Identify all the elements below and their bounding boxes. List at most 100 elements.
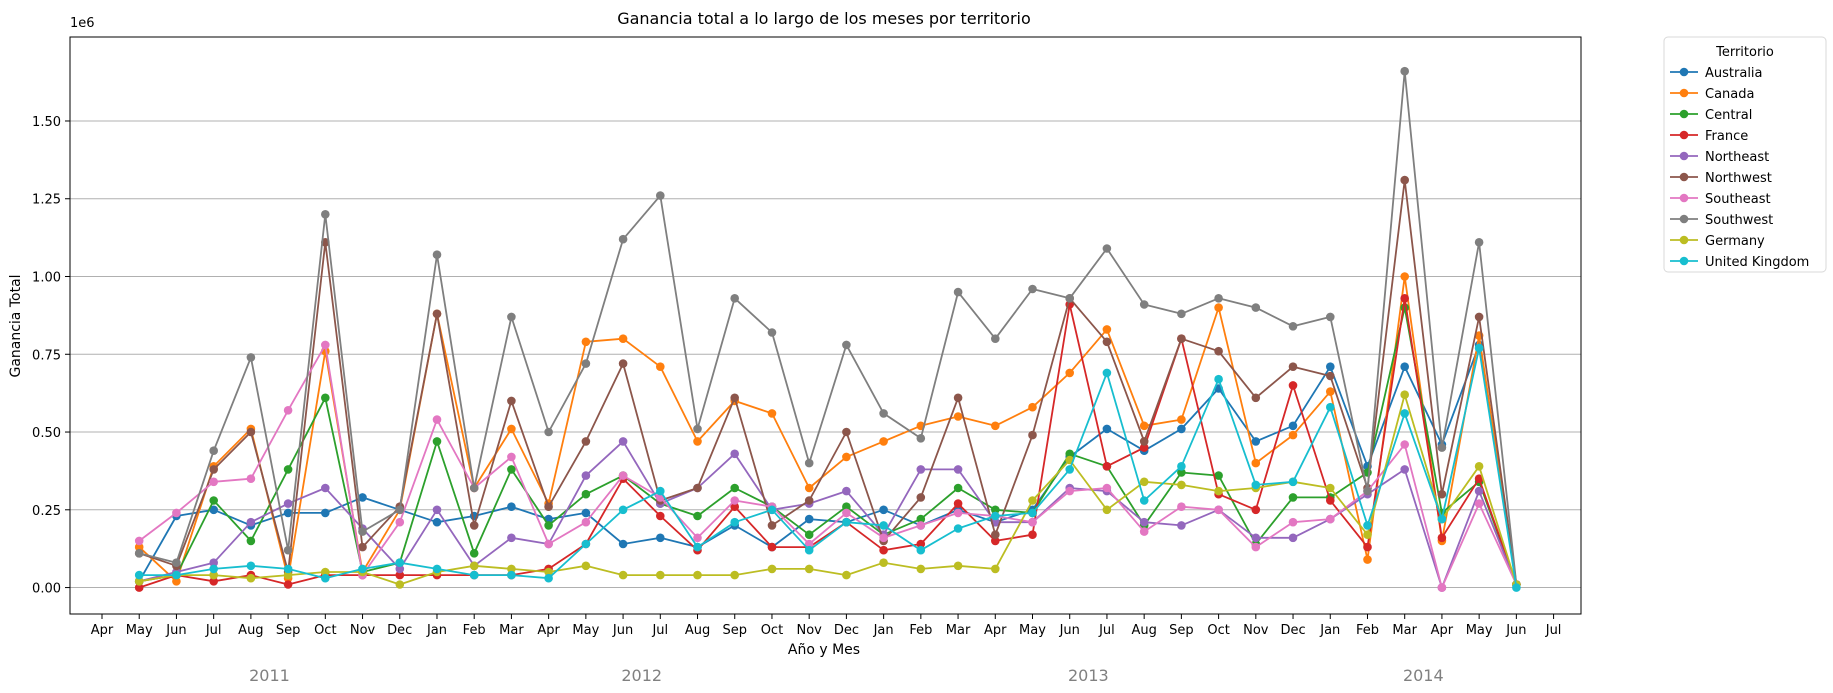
data-point (432, 517, 442, 527)
data-point (432, 309, 442, 319)
data-point (693, 533, 702, 543)
data-point (842, 508, 851, 518)
data-point (209, 465, 218, 474)
data-point (581, 471, 591, 480)
data-point (804, 514, 814, 524)
data-point (804, 564, 814, 574)
legend-label: Southeast (1705, 192, 1771, 207)
data-point (581, 539, 591, 549)
x-axis-ticks: Apr May Jun Jul Aug Sep Oct Nov Dec Jan Feb Mar Apr M… (91, 614, 1561, 638)
data-point (469, 483, 479, 493)
data-point (1512, 583, 1521, 592)
data-point (209, 564, 218, 574)
legend-box (1663, 36, 1827, 273)
x-tick-label: Nov (350, 623, 376, 638)
data-point (991, 334, 1000, 344)
data-point (953, 412, 963, 421)
y-tick-label: 0.00 (32, 582, 61, 597)
x-tick-label: Jun (1505, 623, 1526, 638)
series-line (139, 347, 1518, 588)
data-point (134, 570, 144, 580)
legend-item: Australia (1670, 66, 1763, 81)
y-tick-label: 1.00 (32, 271, 61, 286)
x-tick-label: Nov (796, 623, 822, 638)
data-point (1326, 312, 1335, 322)
data-point (693, 542, 702, 552)
legend-marker (1679, 214, 1689, 224)
y-tick-label: 1.25 (32, 193, 61, 208)
data-point (1437, 514, 1447, 524)
data-point (953, 561, 963, 571)
data-point (916, 514, 926, 524)
data-point (246, 517, 256, 527)
data-point (656, 570, 665, 580)
data-point (507, 424, 516, 434)
x-tick-label: Feb (1356, 623, 1379, 638)
data-point (1288, 517, 1298, 527)
y-tick-label: 0.50 (32, 426, 61, 441)
data-point (804, 545, 814, 555)
x-tick-label: Sep (722, 623, 747, 638)
data-point (1065, 449, 1074, 459)
data-point (1363, 486, 1372, 496)
data-point (991, 421, 1000, 431)
data-point (134, 542, 144, 552)
data-point (879, 505, 888, 515)
legend-label: Southwest (1705, 213, 1773, 228)
data-point (1400, 294, 1409, 303)
data-point (1326, 387, 1335, 396)
data-point (469, 549, 479, 558)
data-point (283, 564, 293, 574)
year-label: 2011 (249, 666, 290, 685)
series-line (138, 343, 1518, 589)
data-point (842, 340, 851, 350)
data-point (1251, 480, 1261, 490)
data-point (209, 570, 218, 580)
data-point (1326, 483, 1335, 493)
data-point (693, 424, 702, 434)
y-tick-label: 0.25 (32, 504, 61, 519)
data-point (172, 577, 181, 586)
x-tick-label: Dec (387, 623, 412, 638)
data-point (1028, 530, 1037, 539)
x-tick-label: Apr (537, 623, 560, 638)
x-tick-label: Jun (1059, 623, 1080, 638)
data-point (1139, 496, 1149, 505)
legend-item: Northeast (1670, 150, 1769, 165)
data-point (1400, 440, 1409, 449)
data-point (618, 234, 628, 244)
x-tick-label: Oct (314, 623, 336, 638)
data-point (879, 545, 888, 555)
data-point (618, 437, 628, 446)
legend-label: Canada (1705, 87, 1754, 102)
data-point (581, 517, 591, 527)
data-point (730, 483, 739, 493)
legend-label: Germany (1705, 234, 1765, 249)
data-point (1177, 309, 1186, 319)
data-point (842, 486, 851, 496)
x-tick-label: Nov (1243, 623, 1269, 638)
data-point (321, 573, 330, 583)
data-point (395, 558, 405, 567)
x-tick-label: Apr (91, 623, 114, 638)
data-point (1288, 362, 1298, 372)
legend-marker (1679, 88, 1689, 98)
data-point (618, 539, 628, 549)
data-point (283, 545, 293, 555)
y-axis-ticks: 0.00 0.25 0.50 0.75 1.00 1.25 1.50 (32, 115, 70, 597)
legend-label: Northeast (1705, 150, 1769, 165)
x-tick-label: Jan (873, 623, 894, 638)
data-point (507, 312, 516, 322)
data-point (879, 533, 888, 543)
x-tick-label: Dec (834, 623, 859, 638)
data-point (1437, 533, 1447, 543)
data-point (1437, 443, 1447, 452)
data-point (953, 499, 963, 508)
data-point (1251, 458, 1261, 468)
data-point (507, 452, 516, 462)
data-point (842, 502, 851, 512)
data-point (1102, 505, 1112, 515)
legend-marker (1679, 235, 1689, 245)
data-point (1177, 334, 1186, 344)
data-point (507, 396, 516, 406)
